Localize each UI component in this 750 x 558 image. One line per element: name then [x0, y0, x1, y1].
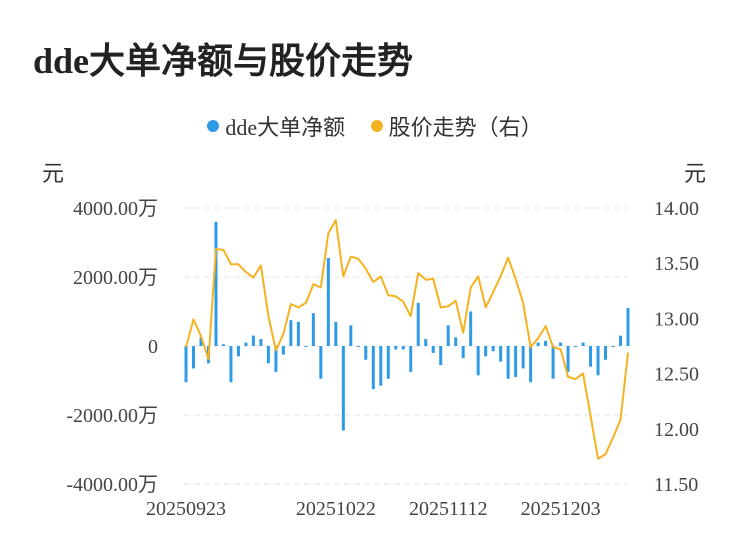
dde-bar	[566, 346, 570, 372]
x-tick-label: 20251022	[296, 498, 376, 520]
price-line	[185, 219, 629, 460]
legend-dot-price	[370, 120, 383, 132]
dde-bar	[371, 346, 375, 390]
x-tick-label: 20251203	[521, 498, 601, 520]
x-tick-label: 20251112	[409, 498, 488, 520]
dde-bar	[604, 346, 608, 360]
dde-bar	[319, 346, 323, 379]
y-left-tick-label: -4000.00万	[66, 474, 158, 496]
dde-bar	[379, 346, 383, 386]
y-right-tick-label: 12.00	[654, 419, 699, 441]
dde-bar	[191, 346, 195, 369]
dde-bar	[424, 339, 428, 346]
dde-bar	[551, 346, 555, 379]
left-axis-unit: 元	[42, 161, 65, 186]
dde-bar	[409, 346, 413, 372]
dde-bar	[221, 344, 225, 346]
dde-bar	[296, 321, 300, 346]
dde-bar	[619, 335, 623, 346]
dde-bar	[521, 346, 525, 369]
dde-bar	[356, 346, 360, 347]
y-left-tick-label: -2000.00万	[66, 405, 158, 427]
dde-bar	[431, 346, 435, 353]
y-left-tick-label: 2000.00万	[73, 267, 158, 289]
dde-bar	[251, 335, 255, 346]
legend-dot-dde	[207, 120, 220, 132]
dde-bar	[244, 342, 248, 346]
dde-bar	[484, 346, 488, 357]
dde-bar	[416, 302, 420, 346]
legend-item-price[interactable]: 股价走势（右）	[370, 110, 543, 142]
dde-bar	[334, 321, 338, 346]
dde-bar	[311, 313, 315, 346]
dde-bar	[281, 346, 285, 355]
dde-bar	[529, 346, 533, 383]
dde-bar	[544, 340, 548, 346]
dde-bar	[401, 346, 405, 350]
dde-bar	[304, 346, 308, 347]
dde-bar	[266, 346, 270, 364]
dde-bar	[259, 339, 263, 346]
x-tick-label: 20250923	[146, 498, 226, 520]
dde-bar	[454, 337, 458, 346]
dde-bar	[491, 346, 495, 352]
dde-bar	[349, 325, 353, 346]
dde-bar	[326, 258, 330, 346]
y-right-tick-label: 12.50	[654, 364, 699, 386]
dde-bar	[589, 346, 593, 367]
y-right-tick-label: 13.00	[654, 308, 699, 330]
legend-label-price: 股价走势（右）	[388, 115, 543, 140]
dde-bar	[446, 325, 450, 346]
dde-bar	[341, 346, 345, 431]
dde-bar	[289, 320, 293, 346]
dde-bar	[386, 346, 390, 379]
dde-bar	[536, 342, 540, 346]
dde-bar	[514, 346, 518, 378]
y-left-tick-label: 0	[148, 336, 158, 358]
dde-bar	[596, 346, 600, 376]
dde-bar	[581, 342, 585, 346]
dde-bar	[214, 221, 218, 346]
legend-item-dde[interactable]: dde大单净额	[207, 110, 345, 142]
y-right-tick-label: 13.50	[654, 253, 699, 275]
dde-bar	[364, 346, 368, 360]
dde-bar	[626, 308, 630, 346]
y-left-tick-label: 4000.00万	[73, 198, 158, 220]
dde-bar	[574, 346, 578, 347]
dde-bar	[559, 342, 563, 346]
dde-bar	[274, 346, 278, 372]
dde-bar	[461, 346, 465, 359]
dde-bar	[439, 346, 443, 365]
dde-bar	[469, 311, 473, 346]
right-axis-unit: 元	[684, 161, 707, 186]
legend: dde大单净额 股价走势（右）	[0, 110, 750, 142]
dde-bar	[476, 346, 480, 376]
dde-bar	[199, 337, 203, 346]
dde-bar	[236, 346, 240, 357]
dde-bar	[506, 346, 510, 379]
dde-bar	[229, 346, 233, 383]
y-right-tick-label: 14.00	[654, 198, 699, 220]
dde-bar	[499, 346, 503, 362]
dde-bar	[611, 346, 615, 347]
dde-bar	[394, 346, 398, 350]
dde-bar	[184, 346, 188, 383]
chart-title: dde大单净额与股价走势	[33, 41, 414, 81]
legend-label-dde: dde大单净额	[225, 115, 346, 140]
y-right-tick-label: 11.50	[654, 474, 698, 496]
